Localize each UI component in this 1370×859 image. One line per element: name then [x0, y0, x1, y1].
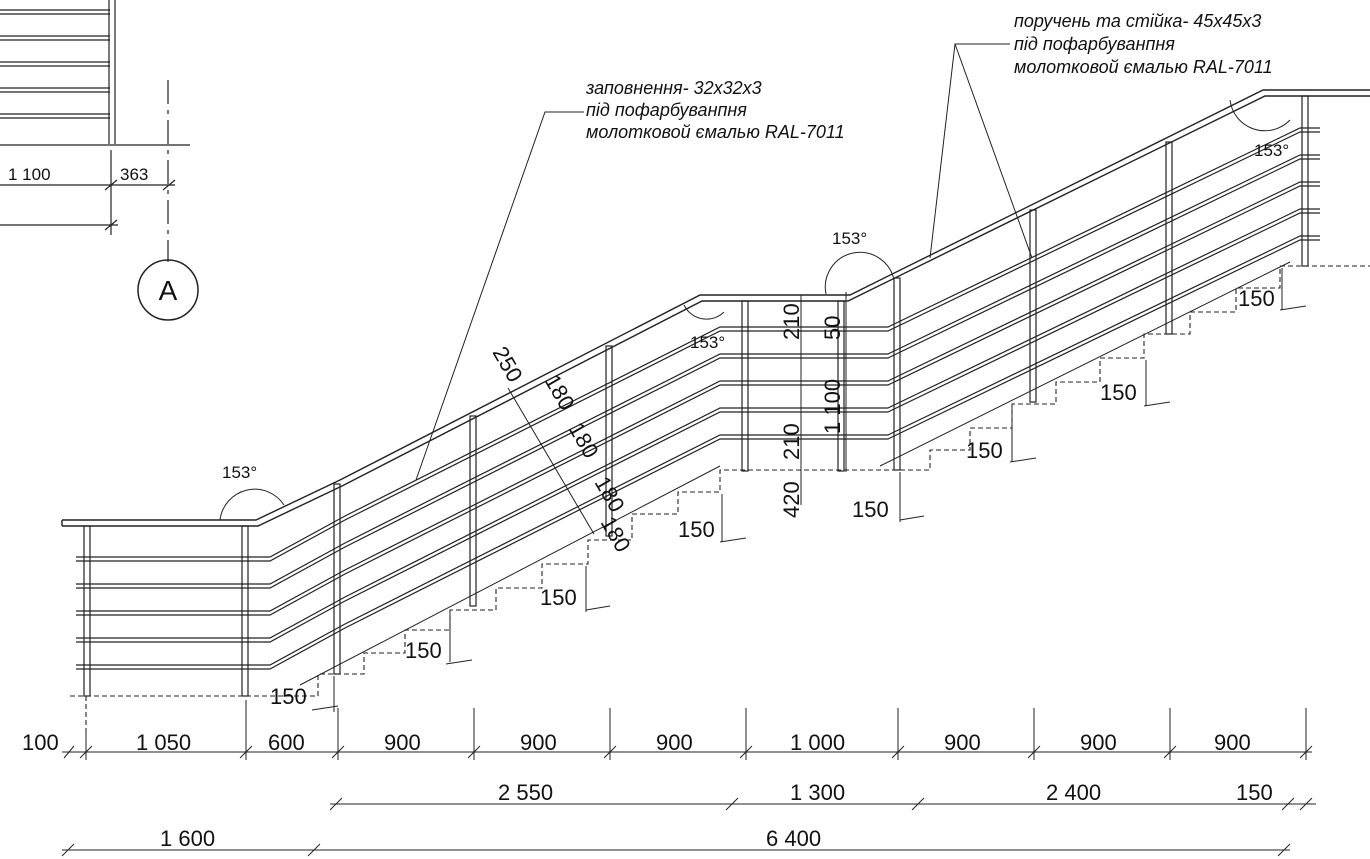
- riser-dim-2: 150: [405, 638, 442, 663]
- bottom-dim-900-b: 900: [520, 730, 557, 755]
- bottom-dim-1300: 1 300: [790, 780, 845, 805]
- bottom-dim-1050: 1 050: [136, 730, 191, 755]
- leader-lines: [415, 43, 1033, 481]
- infill-rails: [76, 127, 1320, 670]
- note-handrail-line2: під пофарбуванпня: [1014, 34, 1175, 54]
- dim-363-top: 363: [120, 165, 148, 184]
- dim-420: 420: [779, 481, 804, 518]
- angle-arcs: [219, 99, 1291, 521]
- handrail: [61, 89, 1370, 527]
- riser-dimension-lines: [311, 268, 1307, 712]
- angle-label-1: 153°: [222, 463, 257, 482]
- bottom-dim-1000: 1 000: [790, 730, 845, 755]
- riser-dim-7: 150: [1100, 380, 1137, 405]
- bottom-dim-900-f: 900: [1214, 730, 1251, 755]
- note-handrail-line1: поручень та стійка- 45х45х3: [1014, 11, 1261, 31]
- note-infill-line2: під пофарбуванпня: [586, 100, 747, 120]
- bottom-dim-900-e: 900: [1080, 730, 1117, 755]
- axis-bubble: [137, 259, 199, 321]
- rail-spacing-dimension: [507, 387, 595, 535]
- bottom-dim-1600: 1 600: [160, 826, 215, 851]
- dim-180-b: 180: [564, 418, 604, 462]
- dim-180-a: 180: [540, 370, 580, 414]
- bottom-dim-2550: 2 550: [498, 780, 553, 805]
- angle-label-3: 153°: [832, 229, 867, 248]
- dim-250: 250: [488, 342, 528, 386]
- bottom-dim-900-c: 900: [656, 730, 693, 755]
- stairs: [70, 265, 1370, 730]
- riser-dim-6: 150: [966, 438, 1003, 463]
- stair-slope-lines: [299, 261, 1291, 686]
- bottom-dim-2400: 2 400: [1046, 780, 1101, 805]
- dim-210-a: 210: [779, 303, 804, 340]
- riser-dim-3: 150: [540, 585, 577, 610]
- top-left-fragment: [0, 0, 190, 262]
- note-infill-line1: заповнення- 32х32х3: [585, 78, 762, 98]
- bottom-dim-600: 600: [268, 730, 305, 755]
- note-infill: заповнення- 32х32х3 під пофарбуванпня мо…: [585, 78, 845, 142]
- dim-180-c: 180: [590, 472, 630, 516]
- bottom-dim-6400: 6 400: [766, 826, 821, 851]
- note-handrail: поручень та стійка- 45х45х3 під пофарбув…: [1014, 11, 1273, 77]
- riser-dim-1: 150: [270, 684, 307, 709]
- landing-dimension-lines: [800, 292, 847, 505]
- angle-label-2: 153°: [690, 333, 725, 352]
- bottom-dim-150: 150: [1236, 780, 1273, 805]
- riser-dim-4: 150: [678, 517, 715, 542]
- dim-1100-landing: 1 100: [820, 379, 845, 434]
- dim-50: 50: [820, 316, 845, 340]
- bottom-dimension-row-2: [329, 797, 1316, 811]
- riser-dim-8: 150: [1238, 286, 1275, 311]
- bottom-dimension-row-1: [62, 700, 1313, 760]
- riser-dim-5: 150: [852, 497, 889, 522]
- bottom-dim-100: 100: [22, 730, 59, 755]
- bottom-dimension-row-3: [61, 843, 1291, 857]
- axis-label: A: [159, 275, 178, 306]
- bottom-dim-900-d: 900: [944, 730, 981, 755]
- dim-180-d: 180: [596, 512, 636, 556]
- note-handrail-line3: молотковой ємалью RAL-7011: [1014, 57, 1273, 77]
- bottom-dim-900-a: 900: [384, 730, 421, 755]
- angle-label-4: 153°: [1254, 141, 1289, 160]
- note-infill-line3: молотковой ємалью RAL-7011: [586, 122, 845, 142]
- dim-210-b: 210: [779, 423, 804, 460]
- dim-1100-top: 1 100: [8, 165, 51, 184]
